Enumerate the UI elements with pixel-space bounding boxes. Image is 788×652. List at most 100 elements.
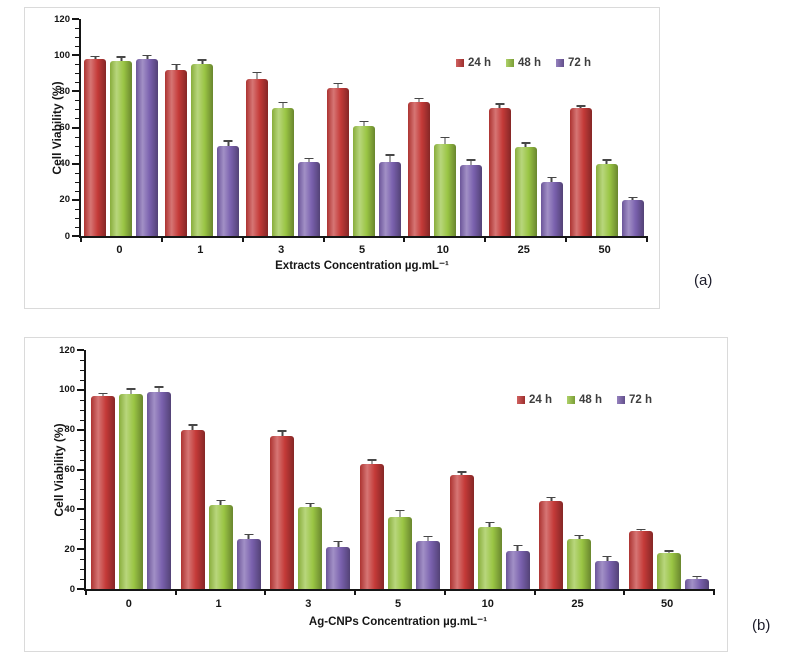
error-bar-line	[418, 99, 420, 103]
error-bar-line	[524, 143, 527, 148]
y-axis-tick-label: 0	[69, 583, 75, 595]
y-axis-minor-tick	[75, 172, 79, 174]
y-axis-major-tick	[72, 90, 79, 93]
error-bar-line	[201, 60, 204, 65]
error-bar-cap	[142, 54, 152, 57]
error-bar-cap	[440, 136, 450, 139]
error-bar-line	[631, 198, 634, 200]
legend-label: 72 h	[628, 394, 652, 406]
error-bar	[223, 140, 233, 146]
error-bar-cap	[277, 430, 287, 432]
legend-swatch-icon	[555, 59, 564, 67]
y-axis-minor-tick	[80, 459, 84, 461]
y-axis-major-tick	[77, 468, 84, 471]
bar-72h-0	[136, 54, 159, 236]
error-bar	[385, 154, 395, 162]
error-bar-cap	[188, 424, 198, 426]
bar-24h-1	[180, 424, 205, 589]
x-axis-tick-labels: 0 1 3 5 10 25 50	[79, 244, 645, 256]
bar-72h-50	[685, 575, 710, 589]
error-bar	[278, 101, 288, 108]
x-category-label: 3	[278, 244, 285, 256]
bar-group-3	[265, 430, 355, 589]
legend-label: 24 h	[467, 57, 491, 69]
y-axis-minor-tick	[80, 419, 84, 421]
error-bar-line	[308, 159, 310, 162]
error-bar	[574, 534, 584, 540]
legend-swatch-icon	[566, 396, 575, 404]
error-bar-cap	[223, 140, 233, 142]
y-axis-tick-label: 20	[59, 194, 70, 206]
bar-24h-10	[449, 471, 474, 589]
error-bar	[304, 157, 314, 162]
x-axis-tick	[160, 236, 163, 242]
bar-group-10	[445, 471, 535, 589]
legend-item-72h: 72 h	[616, 394, 652, 406]
error-bar	[252, 71, 262, 79]
error-bar-line	[668, 551, 670, 554]
legend-label: 72 h	[567, 57, 591, 69]
error-bar-line	[389, 155, 391, 162]
bar-48h-0	[118, 388, 143, 589]
bar-72h-0	[146, 386, 171, 589]
error-bar-line	[399, 511, 401, 518]
bar-group-5	[324, 82, 405, 236]
y-axis-major-tick	[72, 235, 79, 237]
y-axis-minor-tick	[80, 499, 84, 501]
error-bar	[440, 136, 450, 144]
error-bar-line	[94, 57, 97, 59]
error-bar-cap	[126, 388, 136, 390]
bar-72h-5	[379, 154, 401, 236]
error-bar	[126, 388, 136, 394]
error-bar	[495, 103, 505, 108]
error-bar-cap	[333, 540, 343, 543]
error-bar-line	[605, 160, 608, 164]
error-bar	[485, 521, 495, 528]
error-bar-line	[516, 546, 519, 552]
panel-b: Cell Viability (%) 24 h 48 h 72 h 0 20 40 60 8…	[24, 337, 728, 652]
x-category-label: 1	[197, 244, 204, 256]
error-bar-line	[337, 542, 340, 548]
error-bar-cap	[513, 544, 523, 547]
error-bar-cap	[154, 386, 164, 388]
x-category-label: 25	[517, 244, 530, 256]
error-bar-cap	[574, 534, 584, 537]
bar-24h-0	[90, 392, 115, 589]
y-axis-tick-label: 20	[64, 543, 75, 555]
error-bar-cap	[171, 63, 181, 66]
y-axis-minor-tick	[80, 569, 84, 571]
error-bar-line	[281, 431, 284, 436]
error-bar-cap	[244, 533, 254, 536]
x-axis-tick	[174, 589, 177, 595]
error-bar-cap	[457, 471, 467, 473]
y-axis-minor-tick	[80, 449, 84, 451]
x-category-label: 50	[598, 244, 611, 256]
error-bar-line	[337, 84, 339, 88]
legend-item-72h: 72 h	[555, 57, 591, 69]
x-axis-tick	[533, 589, 536, 595]
error-bar-cap	[423, 535, 433, 538]
error-bar-line	[191, 425, 194, 430]
error-bar	[602, 159, 612, 164]
error-bar-cap	[367, 459, 377, 461]
error-bar-cap	[359, 120, 369, 123]
error-bar-cap	[547, 176, 557, 179]
error-bar-line	[146, 56, 149, 59]
y-axis-tick-label: 120	[54, 13, 70, 25]
y-axis-major-tick	[72, 54, 79, 57]
x-category-label: 25	[571, 598, 584, 610]
error-bar-cap	[278, 101, 288, 104]
error-bar	[692, 575, 702, 580]
error-bar-line	[460, 472, 463, 476]
error-bar-cap	[116, 56, 126, 58]
x-category-label: 50	[661, 598, 674, 610]
error-bar-cap	[546, 496, 556, 499]
x-axis-tick	[623, 589, 626, 595]
x-category-label: 1	[215, 598, 222, 610]
x-category-label: 5	[394, 598, 402, 610]
x-category-label: 0	[125, 598, 132, 610]
y-axis-tick-label: 40	[64, 503, 75, 515]
y-axis-minor-tick	[80, 439, 84, 441]
bar-24h-5	[360, 459, 385, 589]
bar-24h-3	[270, 430, 295, 589]
